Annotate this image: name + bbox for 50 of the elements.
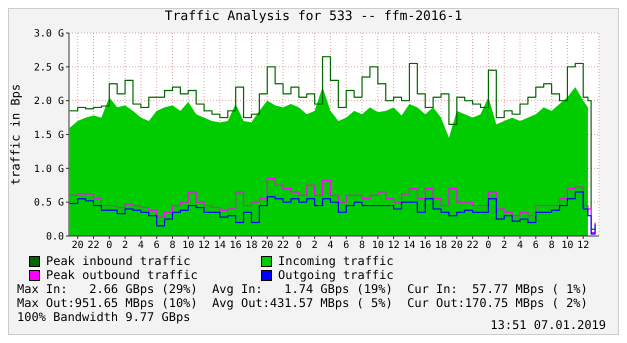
x-tick-label: 16 [419,240,432,252]
legend-label: Peak inbound traffic [46,254,190,268]
x-tick-label: 20 [450,240,463,252]
legend-label: Outgoing traffic [278,268,394,282]
y-tick-label: 2.0 G [34,96,64,108]
y-axis-title: traffic in Bps [8,84,22,186]
x-tick-label: 20 [261,240,274,252]
y-tick-label: 3.0 G [34,28,64,40]
x-tick-label: 22 [466,240,479,252]
x-tick-label: 18 [245,240,258,252]
chart-title: Traffic Analysis for 533 -- ffm-2016-1 [164,9,464,25]
x-tick-label: 6 [532,240,539,252]
x-tick-label: 20 [72,240,84,252]
y-tick-label: 1.0 G [34,164,64,175]
x-tick-label: 10 [372,240,384,252]
x-tick-label: 2 [501,240,508,252]
x-tick-label: 8 [359,240,366,252]
x-tick-label: 10 [561,240,574,252]
x-tick-label: 6 [154,240,160,252]
x-tick-label: 8 [169,240,176,252]
text: 100% Bandwidth 9.77 GBps [17,310,190,324]
x-tick-label: 6 [343,240,350,252]
text: Max In: 2.66 GBps (29%) Avg In: 1.74 GBps (19%) Cur In: 57.77 MBps ( 1%) [17,282,589,296]
series-label: Incoming traffic [278,254,394,268]
y-tick-label: 1.5 G [34,130,64,142]
text: 13:51 07.01.2019 [490,318,606,332]
x-tick-label: 0 [106,240,112,252]
x-tick-label: 10 [182,240,194,252]
x-tick-label: 22 [277,240,290,252]
x-tick-label: 4 [138,240,144,252]
x-tick-label: 0 [485,240,492,252]
x-tick-label: 12 [388,240,400,252]
x-tick-label: 14 [214,240,226,252]
x-tick-label: 18 [435,240,448,252]
x-tick-label: 14 [403,240,416,252]
y-tick-label: 2.5 G [34,62,64,74]
x-tick-label: 16 [230,240,242,252]
y-tick-label: 0.0 [46,232,64,243]
y-tick-label: 0.5 G [34,198,64,209]
x-tick-label: 12 [198,240,210,252]
x-tick-label: 12 [577,240,590,252]
x-tick-label: 22 [87,240,100,252]
x-tick-label: 8 [548,240,555,252]
x-tick-label: 2 [312,240,318,252]
x-tick-label: 4 [517,240,524,252]
x-tick-label: 0 [296,240,302,252]
x-tick-label: 4 [327,240,334,252]
legend-label: Peak outbound traffic [46,268,198,282]
x-tick-label: 2 [122,240,128,252]
text: Max Out:951.65 MBps (10%) Avg Out:431.57 MBps ( 5%) Cur Out:170.75 MBps ( 2%) [17,296,589,310]
